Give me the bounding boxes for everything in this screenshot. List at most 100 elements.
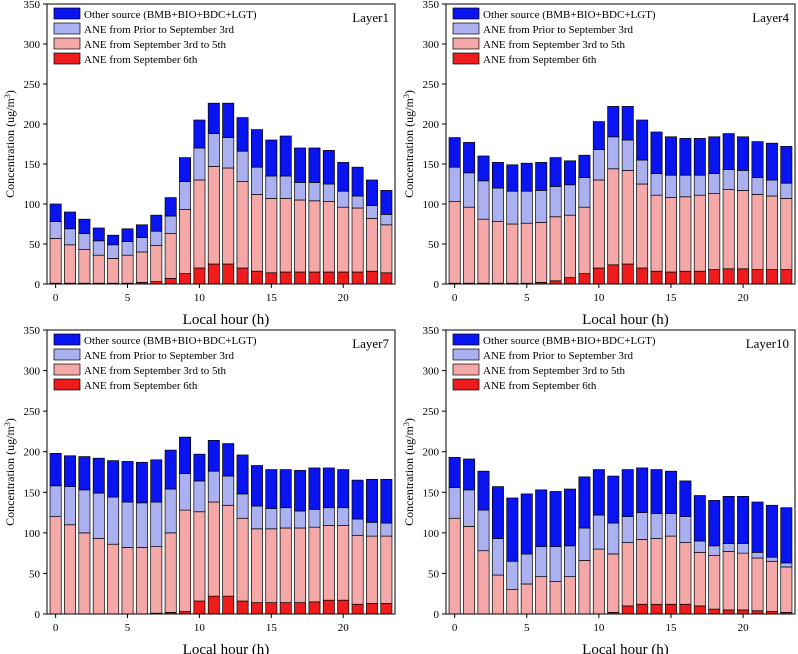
bar-segment [607, 106, 620, 138]
legend-swatch [53, 37, 81, 50]
bar-segment [164, 215, 177, 234]
bar-segment [78, 489, 91, 534]
bar-segment [64, 244, 76, 284]
bar-segment [294, 510, 307, 529]
panel-title: Layer7 [352, 336, 389, 351]
y-tick-label: 0 [434, 609, 440, 621]
bar-segment [380, 272, 393, 285]
legend-label: ANE from September 6th [84, 380, 198, 392]
bar-segment [236, 181, 249, 269]
bar-segment [564, 576, 577, 615]
bar-segment [135, 502, 148, 548]
bar-segment [64, 486, 76, 526]
bar-segment [78, 456, 91, 491]
bar-segment [708, 608, 721, 615]
bar-segment [765, 269, 778, 285]
bar-segment [78, 233, 91, 250]
bar-segment [351, 207, 364, 273]
bar-segment [308, 271, 321, 285]
bar-segment [193, 119, 206, 149]
y-axis-label: Concentration (ug/m3) [3, 90, 18, 198]
bar-segment [636, 159, 649, 185]
bar-segment [308, 182, 321, 202]
y-tick-label: 300 [24, 39, 41, 51]
bar-segment [607, 475, 620, 524]
y-tick-label: 100 [24, 199, 41, 211]
bar-segment [322, 467, 335, 509]
bar-segment [236, 517, 249, 602]
legend-label: ANE from September 3rd to 5th [84, 365, 227, 377]
y-tick-label: 150 [423, 487, 440, 499]
x-tick-label: 20 [738, 622, 750, 634]
x-tick-label: 15 [665, 292, 677, 304]
bar-segment [337, 525, 350, 601]
legend-label: ANE from Prior to September 3rd [483, 24, 633, 36]
bar-segment [135, 251, 148, 283]
bar-segment [650, 194, 663, 272]
legend-label: ANE from Prior to September 3rd [483, 350, 633, 362]
bar-segment [294, 271, 307, 285]
bar-segment [193, 179, 206, 269]
bar-segment [92, 538, 105, 615]
y-tick-label: 200 [423, 447, 440, 459]
chart-panel-layer7: 0 50 100 150 200 250 300 350 0 5 10 15 20 Local hour … [3, 325, 396, 654]
bar-segment [236, 600, 249, 615]
bar-segment [751, 194, 764, 270]
bar-segment [693, 138, 706, 176]
bar-segment [708, 269, 721, 285]
x-tick-label: 10 [593, 292, 605, 304]
bar-segment [49, 238, 62, 284]
bar-segment [222, 137, 235, 169]
plot-frame [445, 329, 796, 615]
y-axis-label-main: Concentration (ug/m [402, 98, 416, 198]
bar-segment [294, 147, 307, 183]
bar-segment [780, 182, 793, 199]
bar-segment [737, 495, 750, 544]
bar-segment [236, 454, 249, 495]
legend-swatch [452, 7, 480, 20]
y-axis-label-suffix: ) [3, 418, 17, 422]
bar-segment [621, 106, 634, 141]
bar-segment [279, 198, 292, 273]
bar-segment [179, 181, 192, 210]
bar-segment [279, 602, 292, 615]
bar-segment [380, 478, 393, 524]
plot-frame [46, 329, 396, 615]
bar-segment [650, 513, 663, 539]
bar-segment [463, 172, 476, 208]
legend-swatch [452, 52, 480, 65]
bar-segment [679, 603, 692, 615]
bar-segment [636, 467, 649, 513]
bar-segment [78, 532, 91, 615]
legend-label: ANE from September 6th [483, 380, 597, 392]
bar-segment [366, 521, 378, 537]
bar-segment [650, 538, 663, 605]
bar-segment [737, 543, 750, 554]
bar-segment [448, 487, 461, 519]
y-axis-label: Concentration (ug/m3) [402, 418, 417, 526]
bar-segment [664, 197, 677, 273]
bar-segment [121, 547, 134, 615]
bar-segment [366, 270, 378, 285]
bar-segment [592, 149, 605, 181]
legend-swatch [53, 363, 81, 376]
x-tick-label: 0 [53, 622, 59, 634]
bar-segment [477, 218, 490, 284]
bar-segment [207, 133, 220, 167]
bar-segment [693, 551, 706, 607]
bar-segment [549, 491, 562, 548]
bar-segment [448, 457, 461, 488]
y-tick-label: 0 [434, 279, 440, 291]
bars [448, 106, 793, 285]
y-tick-label: 300 [423, 366, 440, 378]
bar-segment [491, 574, 504, 615]
y-tick-label: 350 [423, 325, 440, 337]
panel-title: Layer4 [752, 10, 789, 25]
bar-segment [322, 525, 335, 601]
x-tick-label: 0 [452, 292, 458, 304]
bars [49, 102, 393, 285]
x-tick-label: 20 [338, 622, 350, 634]
bar-segment [535, 162, 548, 191]
bar-segment [722, 133, 735, 170]
y-tick-label: 0 [35, 609, 41, 621]
